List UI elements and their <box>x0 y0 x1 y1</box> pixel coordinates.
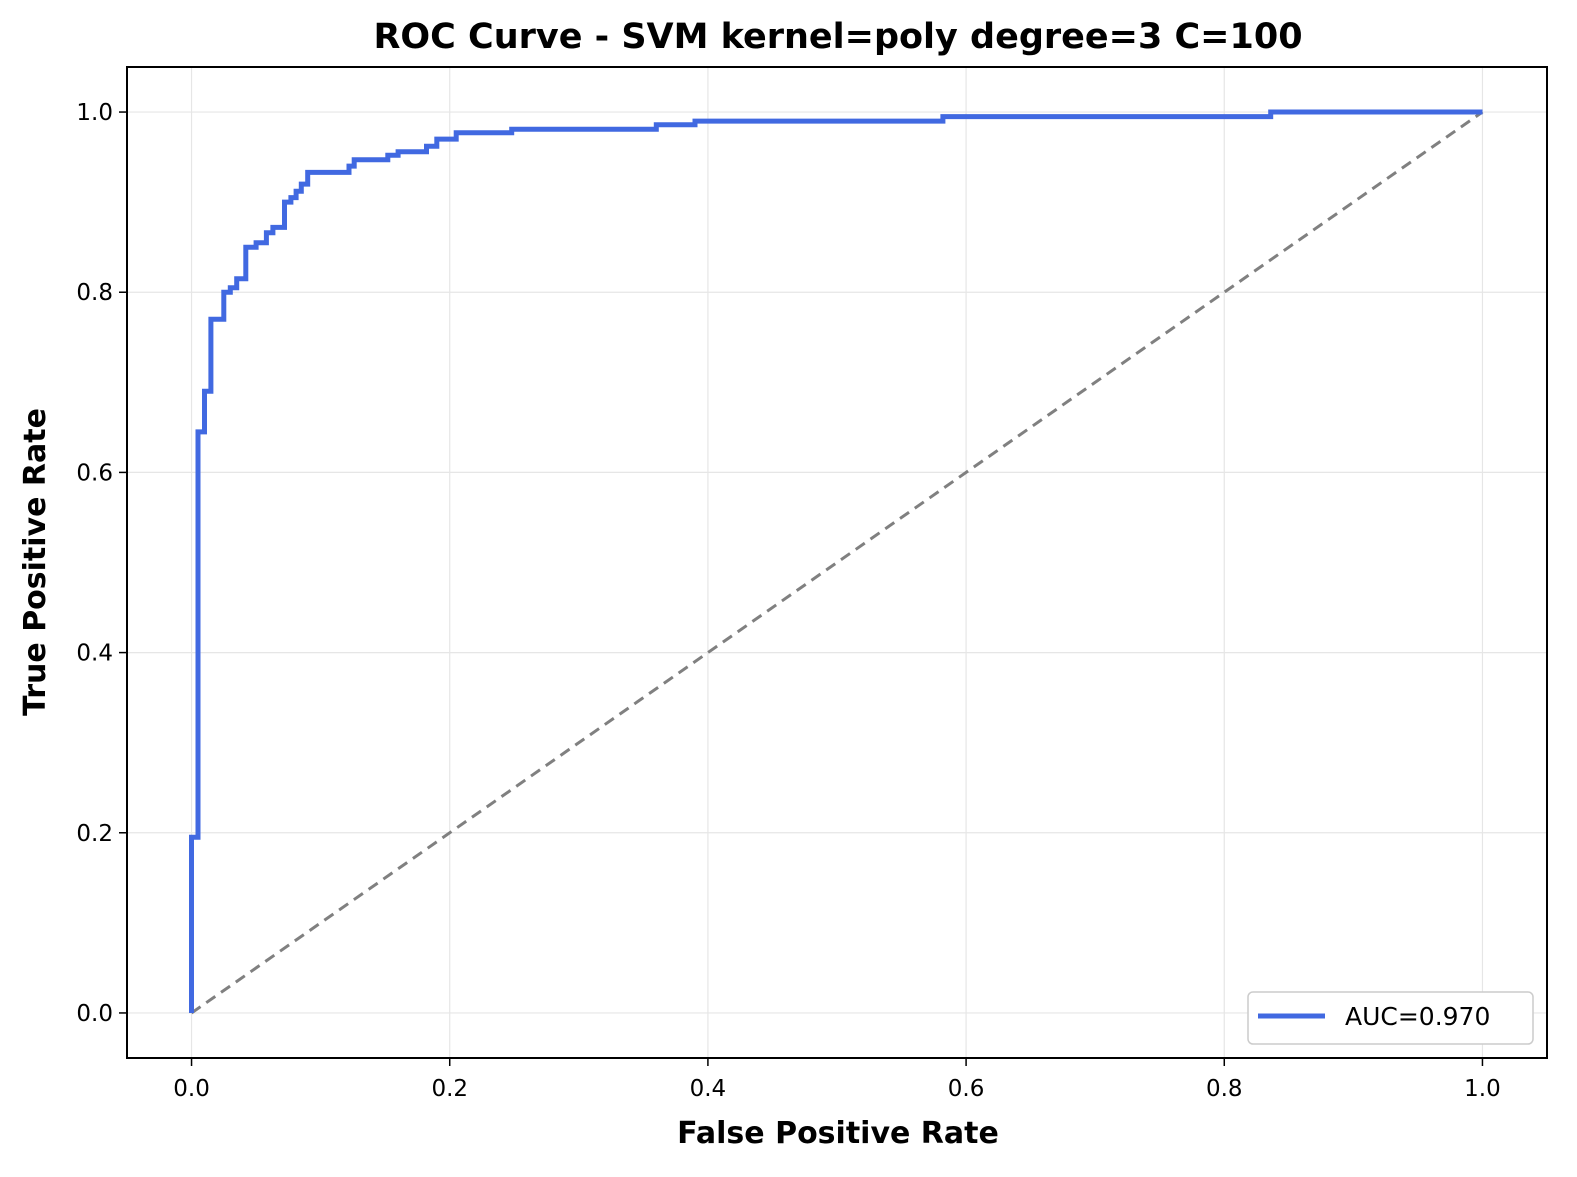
y-tick-label: 0.4 <box>76 641 113 667</box>
legend: AUC=0.970 <box>1247 991 1534 1045</box>
y-tick-label: 0.8 <box>76 280 113 306</box>
y-tick-label: 1.0 <box>76 100 113 126</box>
y-tick-label: 0.6 <box>76 460 113 486</box>
grid-layer <box>127 67 1547 1058</box>
x-axis-label: False Positive Rate <box>677 1116 999 1151</box>
x-tick-label: 0.2 <box>431 1076 468 1102</box>
legend-label-roc: AUC=0.970 <box>1345 1002 1490 1031</box>
series-layer <box>189 109 1484 1015</box>
y-tick-label: 0.2 <box>76 821 113 847</box>
y-axis-label: True Positive Rate <box>18 408 53 716</box>
chart-title: ROC Curve - SVM kernel=poly degree=3 C=1… <box>373 17 1302 57</box>
x-tick-label: 0.6 <box>948 1076 985 1102</box>
x-tick-label: 0.0 <box>173 1076 210 1102</box>
ticks-layer: 0.0 0.2 0.4 0.6 0.8 1.0 0.0 0.2 0.4 0.6 0.8 1.0 <box>76 100 1500 1102</box>
x-tick-label: 0.4 <box>690 1076 727 1102</box>
plot-frame <box>126 66 1548 1059</box>
x-tick-label: 1.0 <box>1464 1076 1501 1102</box>
x-tick-label: 0.8 <box>1206 1076 1243 1102</box>
legend-box <box>1247 991 1534 1045</box>
y-tick-label: 0.0 <box>76 1001 113 1027</box>
chance-diagonal-line <box>190 110 1484 1015</box>
roc-curve-line <box>189 109 1483 1013</box>
